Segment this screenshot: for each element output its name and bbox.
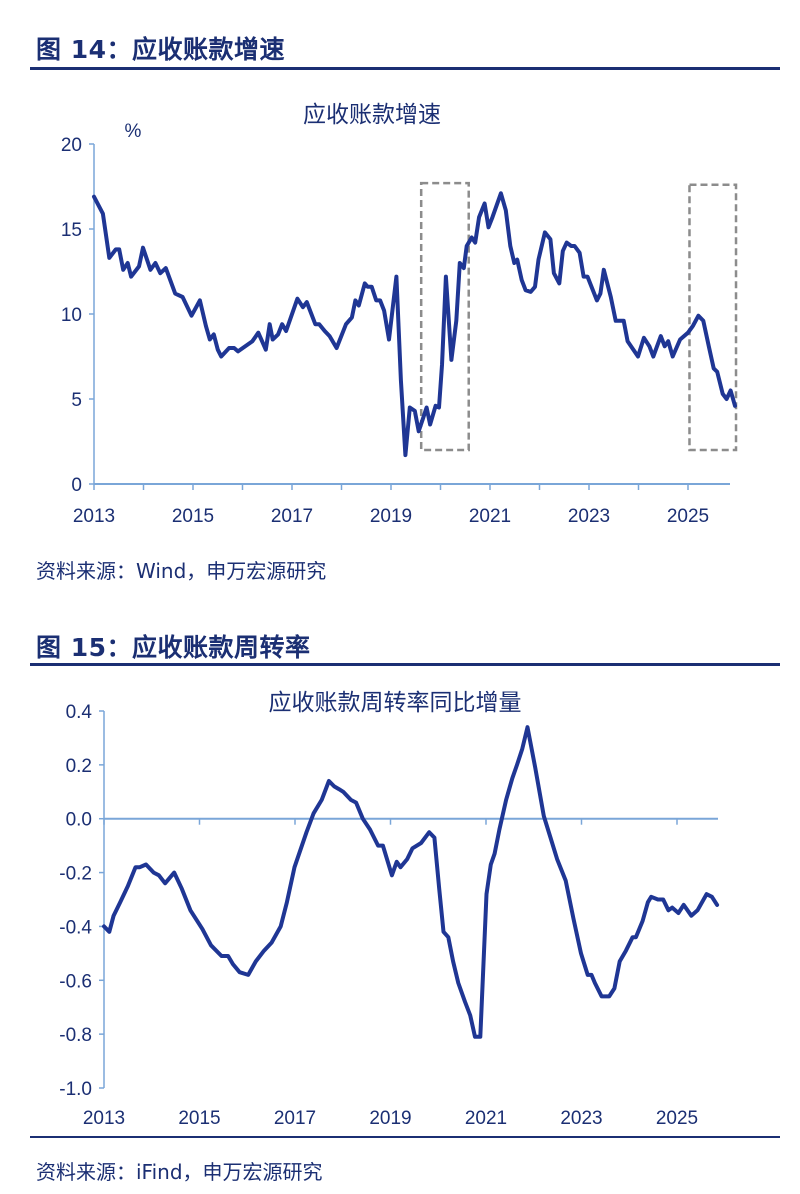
y-tick-label: 0.2 <box>66 756 92 777</box>
heading-rule <box>30 67 780 70</box>
annotation-dashed-box <box>688 183 738 452</box>
y-tick-label: -1.0 <box>59 1079 92 1100</box>
figure-14-heading: 图 14：应收账款增速 <box>36 35 285 64</box>
figure-14-source: 资料来源：Wind，申万宏源研究 <box>36 559 327 583</box>
annotation-dashed-box <box>419 181 470 452</box>
x-tick-label: 2023 <box>568 506 610 527</box>
heading-rule <box>30 663 780 666</box>
x-tick-label: 2025 <box>656 1108 698 1129</box>
series-line <box>92 191 737 458</box>
x-tick-label: 2019 <box>369 1108 411 1129</box>
series-line <box>102 725 720 1039</box>
x-tick-label: 2015 <box>178 1108 220 1129</box>
y-unit-label: % <box>125 121 142 142</box>
x-tick-label: 2021 <box>469 506 511 527</box>
y-tick-label: -0.8 <box>59 1025 92 1046</box>
bottom-rule <box>30 1136 780 1138</box>
chart-title: 应收账款周转率同比增量 <box>269 690 522 716</box>
y-tick-label: -0.6 <box>59 971 92 992</box>
y-tick-label: 10 <box>61 305 82 326</box>
figure-15-heading: 图 15：应收账款周转率 <box>36 633 311 662</box>
figure-15-source: 资料来源：iFind，申万宏源研究 <box>36 1160 323 1184</box>
y-tick-label: 0.4 <box>66 702 93 723</box>
y-tick-label: -0.4 <box>59 917 92 938</box>
x-tick-label: 2013 <box>73 506 115 527</box>
x-tick-label: 2025 <box>667 506 709 527</box>
x-tick-label: 2021 <box>465 1108 507 1129</box>
y-tick-label: 20 <box>61 135 82 156</box>
x-tick-label: 2019 <box>370 506 412 527</box>
x-tick-label: 2017 <box>271 506 313 527</box>
y-tick-label: 15 <box>61 220 82 241</box>
x-tick-label: 2017 <box>274 1108 316 1129</box>
chart-title: 应收账款增速 <box>303 102 441 128</box>
x-tick-label: 2013 <box>83 1108 125 1129</box>
y-tick-label: 0 <box>71 475 82 496</box>
x-tick-label: 2023 <box>560 1108 602 1129</box>
y-tick-label: 5 <box>71 390 82 411</box>
x-tick-label: 2015 <box>172 506 214 527</box>
y-tick-label: 0.0 <box>66 810 92 831</box>
y-tick-label: -0.2 <box>59 864 92 885</box>
